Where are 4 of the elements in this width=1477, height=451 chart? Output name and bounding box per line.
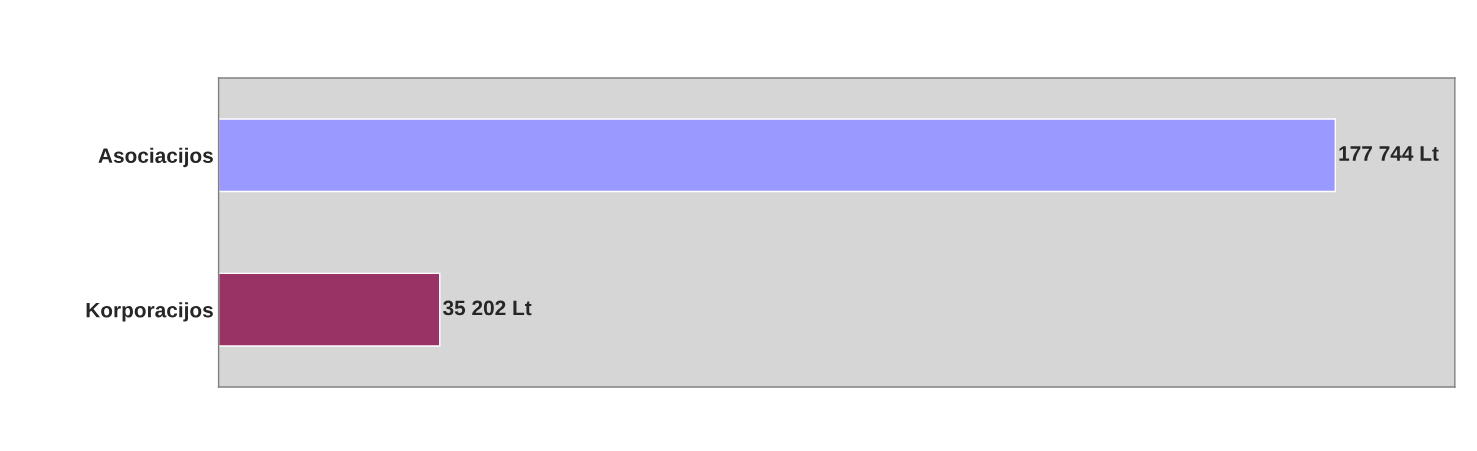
data-label: 35 202 Lt [443, 300, 532, 316]
data-label: 177 744 Lt [1339, 146, 1439, 161]
y-tick-label: Asociacijos [98, 147, 213, 168]
y-tick-label: Korporacijos [86, 302, 213, 322]
